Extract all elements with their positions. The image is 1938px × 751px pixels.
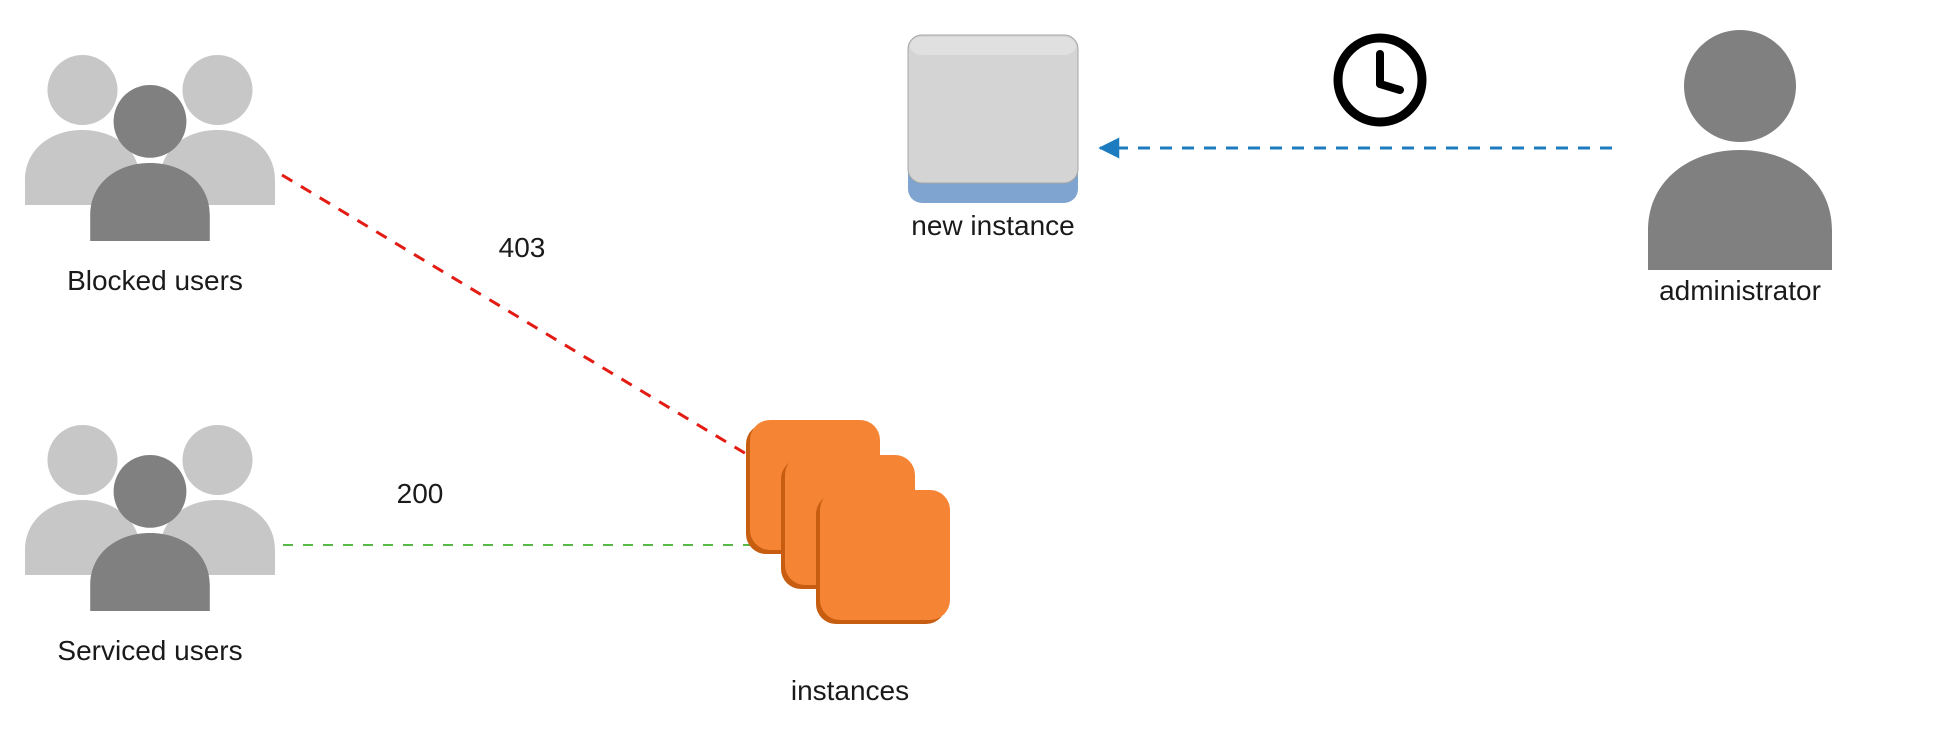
- administrator-icon: [1648, 30, 1832, 270]
- edge-403: [282, 175, 778, 473]
- edges: [282, 148, 1612, 545]
- blocked-users-icon: [25, 55, 275, 241]
- label-instances: instances: [791, 675, 909, 706]
- serviced-users-icon: [25, 425, 275, 611]
- instances-icon: [746, 420, 950, 624]
- label-administrator: administrator: [1659, 275, 1821, 306]
- label-serviced-users: Serviced users: [57, 635, 242, 666]
- label-blocked-users: Blocked users: [67, 265, 243, 296]
- edge-label-200: 200: [397, 478, 444, 509]
- edge-label-403: 403: [499, 232, 546, 263]
- label-new-instance: new instance: [911, 210, 1074, 241]
- new-instance-icon: [908, 35, 1078, 203]
- clock-icon: [1338, 38, 1422, 122]
